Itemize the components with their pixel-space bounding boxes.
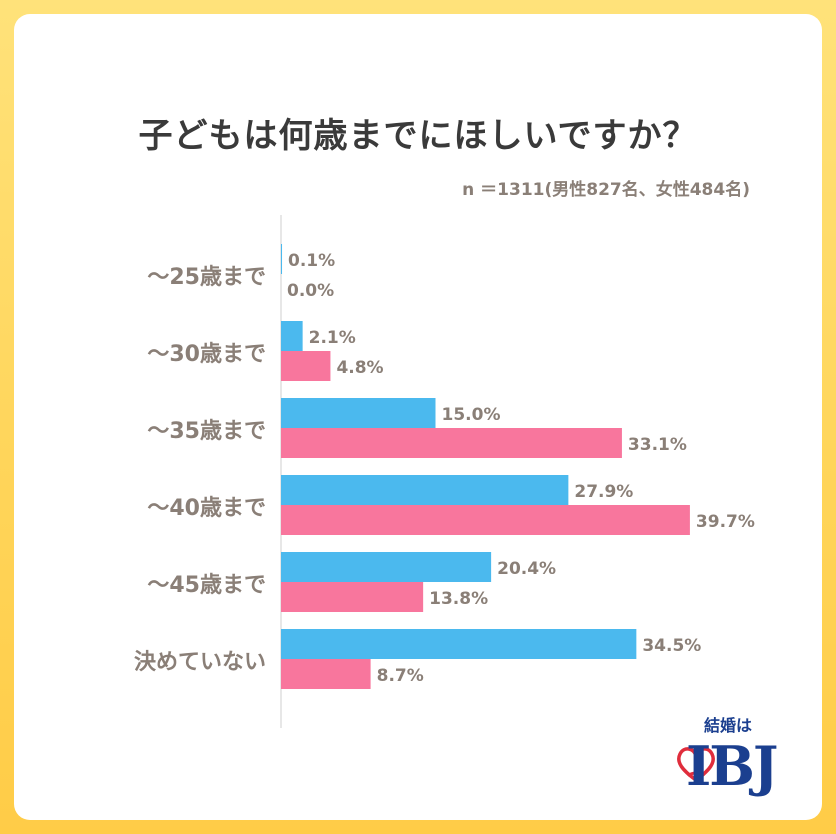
bar-series-2	[281, 659, 371, 689]
bar-series-1	[281, 552, 492, 582]
category-label: 〜35歳まで	[147, 419, 266, 444]
data-label: 34.5%	[642, 636, 701, 656]
bar-series-1	[281, 629, 637, 659]
bar-series-1	[281, 398, 436, 428]
data-label: 2.1%	[309, 328, 356, 348]
heart-icon	[677, 747, 715, 783]
category-label: 〜45歳まで	[147, 573, 266, 598]
ibj-logo: 結婚は IBJ	[676, 712, 806, 802]
bar-series-2	[281, 582, 424, 612]
data-label: 13.8%	[429, 589, 488, 609]
bar-series-1	[281, 475, 569, 505]
data-label: 27.9%	[574, 482, 633, 502]
logo-tagline: 結婚は	[704, 716, 753, 735]
bar-series-2	[281, 428, 622, 458]
bar-series-1	[281, 321, 303, 351]
data-label: 8.7%	[377, 666, 424, 686]
logo-brand: IBJ	[686, 734, 778, 798]
data-label: 33.1%	[628, 435, 687, 455]
category-label: 〜40歳まで	[147, 496, 266, 521]
data-label: 39.7%	[696, 512, 755, 532]
data-label: 4.8%	[336, 358, 383, 378]
category-label: 決めていない	[134, 650, 266, 675]
category-label: 〜30歳まで	[147, 342, 266, 367]
bar-series-2	[281, 351, 331, 381]
bar-series-1	[281, 244, 283, 274]
category-label: 〜25歳まで	[147, 265, 266, 290]
data-label: 0.1%	[288, 251, 335, 271]
bar-series-2	[281, 505, 690, 535]
data-label: 20.4%	[497, 559, 556, 579]
sample-size-note: n ＝1311(男性827名、女性484名)	[462, 180, 750, 200]
data-label: 15.0%	[442, 405, 501, 425]
chart-title: 子どもは何歳までにほしいですか？	[138, 116, 698, 156]
data-label: 0.0%	[287, 281, 334, 301]
